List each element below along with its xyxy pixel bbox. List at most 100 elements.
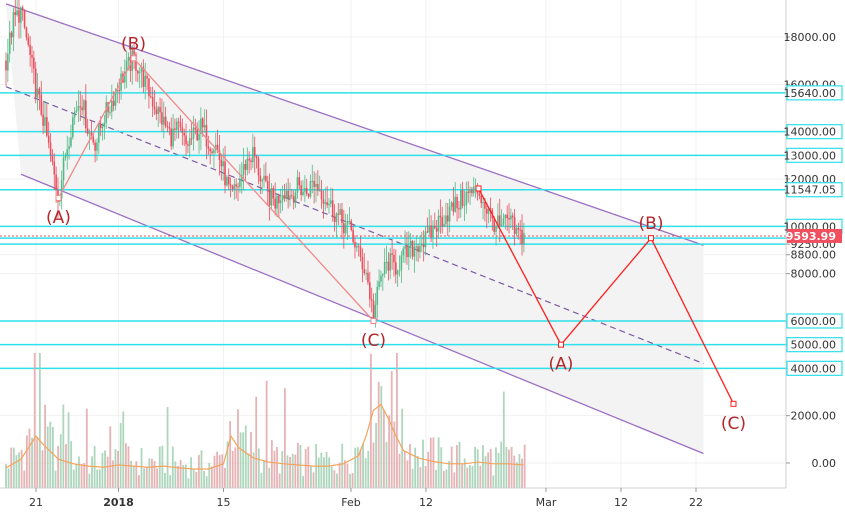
candle-body: [376, 286, 379, 305]
volume-bar: [463, 458, 466, 488]
candle-body: [411, 240, 414, 257]
volume-bar: [474, 446, 477, 488]
candle-body: [75, 110, 78, 112]
volume-bar: [383, 409, 385, 488]
volume-bar: [349, 474, 351, 488]
volume-bar: [409, 444, 411, 488]
price-tick-label-14: 0.00: [812, 457, 837, 470]
candle-body: [348, 220, 351, 222]
candle-body: [380, 275, 382, 282]
candle-body: [231, 186, 234, 190]
volume-bar: [177, 465, 179, 488]
candle-body: [274, 198, 276, 209]
volume-bar: [302, 475, 305, 488]
volume-bar: [192, 469, 195, 488]
candle-body: [140, 67, 143, 72]
volume-bar: [466, 467, 469, 488]
volume-bar: [145, 466, 148, 488]
volume-bar: [138, 475, 140, 488]
volume-bar: [338, 462, 341, 488]
time-tick-label-6: 12: [614, 496, 628, 509]
volume-bar: [393, 421, 396, 488]
candle-body: [409, 240, 412, 246]
candle-body: [55, 174, 57, 191]
candle-body: [153, 106, 156, 110]
volume-bar: [521, 458, 523, 488]
candle-body: [430, 225, 432, 238]
volume-bar: [216, 451, 219, 488]
candle-body: [90, 132, 93, 137]
candle-body: [5, 60, 7, 71]
candle-body: [523, 233, 525, 245]
candle-body: [218, 150, 221, 160]
candle-body: [109, 111, 111, 113]
volume-bar: [234, 447, 237, 488]
volume-bar: [174, 461, 177, 488]
volume-bar: [122, 411, 125, 488]
volume-bar: [500, 441, 503, 488]
volume-bar: [380, 386, 383, 488]
candle-body: [402, 248, 405, 256]
candle-body: [421, 244, 423, 246]
candle-body: [177, 121, 180, 123]
volume-bar: [283, 388, 286, 488]
candle-body: [498, 215, 501, 226]
volume-bar: [203, 470, 205, 488]
volume-bar: [96, 469, 99, 488]
candle-body: [426, 231, 429, 233]
candle-body: [96, 142, 98, 151]
volume-bar: [495, 447, 497, 488]
volume-bar: [85, 408, 88, 488]
candle-body: [450, 202, 453, 207]
channel-midline: [5, 86, 704, 365]
level-tag-label-2: 13000.00: [784, 149, 837, 162]
candle-body: [452, 202, 455, 212]
volume-bar: [455, 445, 458, 488]
volume-bar: [255, 396, 258, 488]
candle-body: [497, 215, 499, 227]
time-axis[interactable]: 21 2018 15 Feb 12 Mar 12 22: [29, 488, 703, 509]
candle-body: [159, 107, 161, 113]
volume-bar: [52, 426, 54, 488]
candle-body: [281, 195, 284, 201]
candle-body: [51, 155, 54, 162]
volume-bar: [169, 475, 172, 488]
candle-body: [400, 255, 403, 271]
candle-body: [101, 126, 104, 129]
candle-body: [10, 32, 13, 38]
candle-body: [146, 75, 148, 79]
candle-body: [446, 215, 449, 222]
level-tag-label-7: 6000.00: [791, 315, 837, 328]
volume-bar: [351, 473, 354, 488]
volume-bar: [411, 468, 414, 488]
level-tag-box-0: [786, 85, 843, 101]
level-tag-label-0: 15640.00: [784, 87, 837, 100]
candle-body: [326, 202, 328, 206]
volume-bar: [15, 455, 18, 488]
volume-bar: [151, 458, 153, 488]
volume-bar: [119, 422, 122, 488]
candle-body: [461, 190, 464, 206]
candle-body: [515, 228, 518, 234]
candle-body: [187, 144, 189, 146]
candle-body: [200, 118, 202, 135]
candle-body: [398, 270, 401, 272]
level-tag-box-3: [786, 182, 843, 198]
candle-body: [53, 161, 56, 175]
candle-body: [389, 253, 392, 271]
candle-body: [14, 12, 17, 16]
candle-body: [133, 50, 135, 55]
volume-bar: [265, 380, 268, 488]
volume-bars: [5, 353, 526, 488]
candle-body: [255, 156, 258, 159]
price-axis[interactable]: 18000.0016000.0014000.0013000.0012000.00…: [784, 31, 843, 470]
candle-body: [279, 200, 282, 204]
volume-bar: [127, 446, 130, 488]
volume-bar: [197, 454, 200, 488]
volume-bar: [237, 409, 239, 488]
volume-bar: [166, 407, 169, 488]
candle-body: [151, 97, 154, 107]
candle-body: [16, 10, 18, 16]
volume-bar: [244, 425, 247, 488]
